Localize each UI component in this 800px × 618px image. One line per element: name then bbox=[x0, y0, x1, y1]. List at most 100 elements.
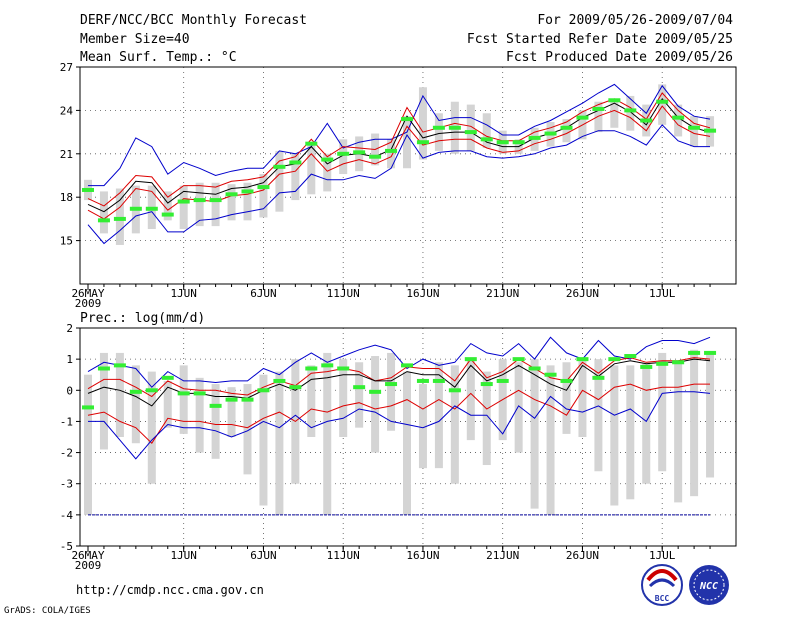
observed-marker bbox=[113, 363, 126, 368]
observed-marker bbox=[496, 378, 509, 383]
observed-marker bbox=[385, 382, 398, 387]
observed-marker bbox=[305, 141, 318, 146]
x-year-label: 2009 bbox=[75, 297, 102, 310]
box-bar bbox=[259, 374, 268, 506]
observed-marker bbox=[656, 361, 669, 366]
box-bar bbox=[115, 188, 124, 245]
box-bar bbox=[147, 371, 156, 484]
box-bar bbox=[131, 365, 140, 444]
observed-marker bbox=[353, 150, 366, 155]
series-ensemble-mean-1-sd bbox=[87, 92, 711, 207]
series-ensemble-mean-1-sd bbox=[87, 383, 710, 444]
box-bar bbox=[450, 365, 459, 484]
observed-marker bbox=[448, 388, 461, 393]
x-tick-label: 1JUN bbox=[170, 549, 197, 562]
observed-marker bbox=[369, 154, 382, 159]
box-bar bbox=[418, 384, 427, 469]
y-tick-label: 0 bbox=[66, 384, 73, 397]
observed-marker bbox=[448, 125, 461, 130]
box-bar bbox=[690, 349, 699, 497]
grads-credit: GrADS: COLA/IGES bbox=[4, 606, 91, 616]
box-bar bbox=[562, 119, 571, 143]
x-tick-label: 21JUN bbox=[486, 549, 519, 562]
box-bar bbox=[418, 87, 427, 160]
observed-marker bbox=[321, 363, 334, 368]
observed-marker bbox=[528, 366, 541, 371]
x-tick-label: 26JUN bbox=[566, 549, 599, 562]
series-ensemble-mean-1-sd bbox=[87, 357, 711, 398]
box-bar bbox=[99, 352, 108, 450]
observed-marker bbox=[337, 151, 350, 156]
box-bar bbox=[706, 352, 715, 478]
y-tick-label: 18 bbox=[60, 191, 73, 204]
box-bar bbox=[163, 191, 172, 221]
observed-marker bbox=[640, 118, 653, 123]
y-tick-label: 2 bbox=[66, 322, 73, 335]
y-tick-label: -3 bbox=[60, 478, 73, 491]
observed-marker bbox=[656, 99, 669, 104]
observed-marker bbox=[337, 366, 350, 371]
box-bar bbox=[355, 362, 364, 428]
box-bar bbox=[562, 362, 571, 434]
box-bar bbox=[339, 139, 348, 175]
series-ensemble-mean bbox=[87, 358, 711, 407]
box-bar bbox=[530, 359, 539, 509]
x-tick-label: 26MAY bbox=[71, 549, 104, 562]
observed-marker bbox=[576, 115, 589, 120]
x-tick-label: 21JUN bbox=[486, 287, 519, 300]
produced-date: Fcst Produced Date 2009/05/26 bbox=[506, 50, 733, 65]
box-bar bbox=[84, 374, 92, 515]
series-ensemble-mean bbox=[87, 97, 711, 213]
observed-marker bbox=[145, 206, 158, 211]
observed-marker bbox=[640, 364, 653, 369]
box-bar bbox=[243, 182, 252, 221]
box-bar bbox=[578, 359, 587, 437]
box-bar bbox=[323, 352, 332, 515]
box-bar bbox=[387, 352, 396, 431]
member-size: Member Size=40 bbox=[80, 32, 190, 47]
y-tick-label: 24 bbox=[60, 104, 74, 117]
box-bar bbox=[227, 184, 236, 221]
box-bar bbox=[323, 153, 332, 192]
observed-marker bbox=[672, 115, 685, 120]
box-bar bbox=[371, 356, 380, 453]
box-bar bbox=[434, 113, 443, 151]
box-bar bbox=[339, 359, 348, 437]
observed-marker bbox=[209, 403, 222, 408]
box-bar bbox=[610, 365, 619, 506]
box-bar bbox=[594, 101, 603, 133]
observed-marker bbox=[416, 140, 429, 145]
box-bar bbox=[195, 182, 204, 227]
box-bar bbox=[658, 84, 667, 125]
y-tick-label: 1 bbox=[66, 353, 73, 366]
box-bar bbox=[594, 359, 603, 472]
y-tick-label: -2 bbox=[60, 447, 73, 460]
observed-marker bbox=[592, 106, 605, 111]
observed-marker bbox=[704, 128, 717, 133]
observed-marker bbox=[257, 185, 270, 190]
observed-marker bbox=[161, 375, 174, 380]
forecast-period: For 2009/05/26-2009/07/04 bbox=[537, 13, 733, 28]
observed-marker bbox=[576, 357, 589, 362]
variable-label: Mean Surf. Temp.: °C bbox=[80, 50, 237, 65]
observed-marker bbox=[305, 366, 318, 371]
series-ensemble-mean-1-sd bbox=[87, 105, 711, 220]
observed-marker bbox=[177, 199, 190, 204]
observed-marker bbox=[161, 212, 174, 217]
x-tick-label: 16JUN bbox=[406, 287, 439, 300]
observed-marker bbox=[560, 125, 573, 130]
ncc-logo-text: NCC bbox=[699, 581, 718, 592]
x-tick-label: 11JUN bbox=[327, 287, 360, 300]
x-tick-label: 1JUL bbox=[649, 287, 676, 300]
observed-marker bbox=[416, 378, 429, 383]
box-bar bbox=[514, 362, 523, 453]
box-bar bbox=[115, 352, 124, 437]
box-bar bbox=[243, 384, 252, 475]
observed-marker bbox=[257, 388, 270, 393]
observed-marker bbox=[512, 140, 525, 145]
x-tick-label: 26JUN bbox=[566, 287, 599, 300]
bcc-logo-text: BCC bbox=[655, 594, 670, 603]
refer-date: Fcst Started Refer Date 2009/05/25 bbox=[467, 32, 733, 47]
observed-marker bbox=[289, 385, 302, 390]
